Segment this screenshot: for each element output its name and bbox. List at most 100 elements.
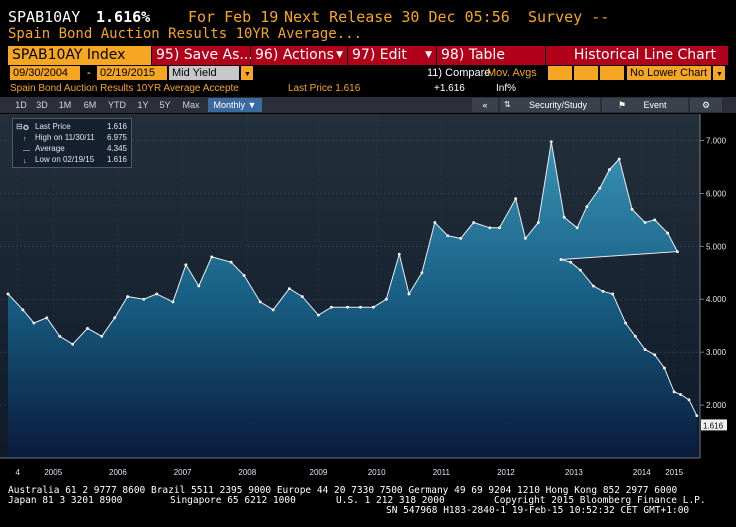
period-1m[interactable]: 1M: [58, 100, 72, 110]
data-point: [155, 292, 159, 296]
last-value-text: 1.616: [703, 421, 724, 430]
zoom-out-button[interactable]: «: [472, 98, 498, 112]
lower-chart-selector[interactable]: No Lower Chart: [627, 66, 711, 80]
data-point: [562, 215, 566, 219]
data-point: [672, 390, 676, 394]
data-point: [171, 300, 175, 304]
arrows-icon: ⇅: [504, 100, 511, 109]
chevron-down-icon: ▼: [336, 50, 343, 60]
field-selector[interactable]: Mid Yield: [169, 66, 239, 80]
security-study-button[interactable]: ⇅ Security/Study: [500, 98, 600, 112]
subtitle-bar: Spain Bond Auction Results 10YR Average …: [0, 82, 736, 96]
event-button[interactable]: ⚑ Event: [602, 98, 688, 112]
date-separator: -: [87, 67, 91, 79]
data-point: [317, 313, 320, 317]
compare-slot-2[interactable]: [574, 66, 598, 80]
data-point: [653, 218, 657, 222]
period-6m[interactable]: 6M: [83, 100, 97, 110]
footer: Australia 61 2 9777 8600 Brazil 5511 239…: [0, 484, 736, 527]
x-tick-label: 2015: [665, 468, 683, 477]
last-price-label: Last Price 1.616: [288, 83, 361, 94]
data-point: [695, 414, 699, 418]
compare-button[interactable]: 11) Compare: [427, 67, 491, 79]
settings-button[interactable]: ⚙: [690, 98, 722, 112]
mov-avgs-button[interactable]: Mov. Avgs: [487, 67, 537, 79]
footer-singapore: Singapore 65 6212 1000: [170, 495, 296, 506]
x-tick-label: 2009: [310, 468, 328, 477]
data-point: [498, 226, 501, 230]
chart-legend[interactable]: ⊟ Last Price 1.616 High on 11/30/11 6.97…: [12, 118, 132, 168]
security-name: Spain Bond Auction Results 10YR Average …: [10, 83, 239, 94]
x-tick-label: 2010: [368, 468, 386, 477]
data-point: [559, 258, 563, 261]
chevron-down-icon: ▼: [244, 71, 251, 78]
period-1d[interactable]: 1D: [15, 100, 27, 110]
data-point: [184, 263, 188, 267]
data-point: [346, 305, 349, 309]
legend-average-value: 4.345: [106, 144, 127, 153]
period-ytd[interactable]: YTD: [108, 100, 126, 110]
lower-chart-dropdown[interactable]: ▼: [713, 66, 725, 80]
edit-button[interactable]: 97) Edit ▼: [348, 46, 436, 65]
legend-average: Average: [35, 144, 65, 153]
data-point: [675, 250, 679, 254]
survey: Survey --: [528, 8, 610, 26]
data-point: [643, 348, 647, 351]
data-point: [663, 366, 666, 370]
save-as-button[interactable]: 95) Save As...: [152, 46, 253, 65]
for-date: For Feb 19: [188, 8, 279, 26]
data-point: [459, 236, 463, 240]
data-point: [687, 398, 691, 402]
data-point: [617, 157, 621, 161]
legend-high: High on 11/30/11: [35, 133, 95, 142]
data-point: [329, 305, 333, 309]
x-tick-label: 2008: [238, 468, 256, 477]
field-dropdown[interactable]: ▼: [241, 66, 253, 80]
period-max[interactable]: Max: [182, 100, 200, 110]
x-axis: 4 2005 2006 2007 2008 2009 2010 2011 2012 2013 201…: [0, 457, 700, 477]
y-tick-label: 5.000: [706, 242, 727, 251]
actions-button[interactable]: 96) Actions ▼: [251, 46, 347, 65]
data-point: [271, 308, 275, 312]
legend-markers: ✪ ↑ — ↓: [23, 125, 30, 165]
data-point: [601, 289, 605, 293]
legend-last-price: Last Price: [35, 122, 71, 131]
data-point: [420, 271, 424, 275]
data-point: [58, 334, 62, 338]
data-point: [643, 221, 647, 224]
y-axis: 7.000 6.000 5.000 4.000 3.000 2.000: [699, 114, 727, 458]
data-point: [446, 234, 450, 238]
x-tick-label: 2012: [497, 468, 515, 477]
table-button[interactable]: 98) Table: [437, 46, 545, 65]
data-point: [611, 292, 615, 296]
date-range-bar: 09/30/2004 - 02/19/2015 Mid Yield ▼ 11) …: [0, 66, 736, 81]
compare-slot-3[interactable]: [600, 66, 624, 80]
security-study-label: Security/Study: [528, 100, 588, 110]
data-point: [536, 221, 540, 224]
legend-high-value: 6.975: [106, 133, 127, 142]
data-point: [608, 168, 611, 171]
data-point: [32, 321, 36, 325]
compare-slot-1[interactable]: [548, 66, 572, 80]
data-point: [287, 287, 291, 291]
frequency-selector[interactable]: Monthly ▼: [208, 98, 262, 112]
period-3d[interactable]: 3D: [36, 100, 48, 110]
start-date-field[interactable]: 09/30/2004: [10, 66, 80, 80]
collapse-icon[interactable]: ⊟: [16, 122, 23, 131]
data-point: [359, 305, 362, 309]
footer-japan: Japan 81 3 3201 8900: [8, 495, 123, 506]
data-point: [630, 207, 634, 211]
data-point: [384, 297, 388, 301]
y-tick-label: 3.000: [706, 348, 727, 357]
data-point: [300, 295, 304, 298]
line-chart[interactable]: 7.000 6.000 5.000 4.000 3.000 2.000 4 2005 2006…: [0, 114, 736, 484]
data-point: [6, 292, 10, 296]
event-label: Event: [643, 100, 667, 110]
end-date-field[interactable]: 02/19/2015: [97, 66, 167, 80]
period-1y[interactable]: 1Y: [137, 100, 149, 110]
index-field[interactable]: SPAB10AY Index: [8, 46, 151, 65]
data-point: [488, 226, 492, 230]
period-5y[interactable]: 5Y: [159, 100, 171, 110]
y-tick-label: 4.000: [706, 295, 727, 304]
data-point: [666, 231, 670, 235]
